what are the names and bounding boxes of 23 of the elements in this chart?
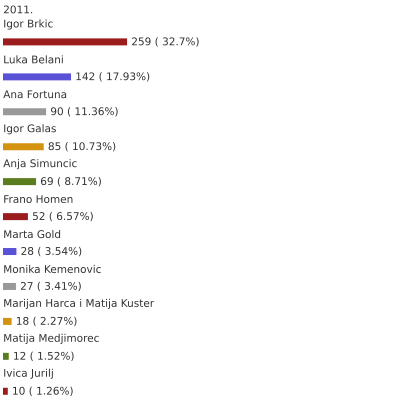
y-tick-label: Igor Brkic (4, 19, 53, 30)
y-tick-label: Luka Belani (4, 55, 63, 64)
data-label: 90 ( 11.36%) (50, 107, 118, 116)
y-tick-label: Ivica Jurilj (4, 368, 53, 379)
data-label: 12 ( 1.52%) (14, 352, 74, 362)
y-tick-label: Anja Simuncic (3, 159, 77, 170)
data-label: 18 ( 2.27%) (16, 316, 76, 326)
data-label: 69 ( 8.71%) (40, 176, 101, 186)
y-tick-label: Igor Galas (4, 124, 56, 134)
y-tick-label: Ana Fortuna (3, 90, 66, 98)
chart-title: 2011. (4, 5, 32, 14)
y-tick-label: Monika Kemenovic (4, 264, 101, 274)
data-label: 52 ( 6.57%) (32, 212, 93, 222)
y-tick-label: Frano Homen (4, 195, 72, 204)
y-tick-label: Marijan Harca i Matija Kuster (4, 298, 154, 310)
data-label: 28 ( 3.54%) (21, 246, 82, 256)
y-tick-label: Matija Medjimorec (4, 334, 99, 344)
data-label: 27 ( 3.41%) (20, 282, 81, 292)
data-label: 259 ( 32.7%) (132, 37, 199, 47)
data-label: 142 ( 17.93%) (76, 72, 150, 82)
data-label: 10 ( 1.26%) (13, 386, 73, 396)
data-label: 85 ( 10.73%) (48, 142, 116, 152)
y-tick-label: Marta Gold (4, 230, 60, 238)
